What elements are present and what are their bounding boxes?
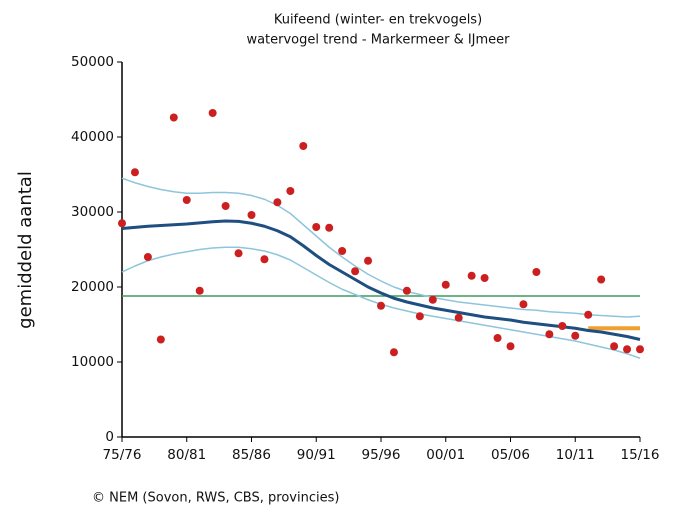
data-point bbox=[156, 335, 165, 344]
data-point bbox=[221, 202, 230, 210]
x-tick-label: 75/76 bbox=[103, 447, 142, 463]
data-point bbox=[402, 286, 411, 295]
data-point bbox=[415, 312, 424, 321]
x-tick-label: 00/01 bbox=[426, 447, 465, 463]
y-tick-label: 0 bbox=[105, 429, 114, 445]
data-point bbox=[338, 247, 347, 255]
data-point bbox=[623, 345, 632, 354]
trend-line bbox=[121, 177, 641, 318]
x-tick-label: 05/06 bbox=[491, 447, 530, 463]
y-tick-label: 30000 bbox=[71, 204, 114, 220]
data-point bbox=[571, 331, 580, 340]
data-point bbox=[480, 274, 489, 282]
y-tick-label: 20000 bbox=[71, 279, 114, 295]
y-tick-label: 10000 bbox=[71, 354, 114, 370]
data-point bbox=[286, 187, 295, 195]
trend-line bbox=[121, 219, 641, 341]
data-point bbox=[467, 271, 476, 280]
data-point bbox=[454, 313, 463, 322]
data-point bbox=[519, 300, 528, 309]
data-point bbox=[247, 211, 256, 219]
data-point bbox=[182, 196, 191, 204]
data-point bbox=[636, 345, 644, 354]
data-point bbox=[234, 249, 243, 258]
data-point bbox=[610, 342, 619, 351]
data-point bbox=[130, 168, 139, 177]
x-tick-label: 95/96 bbox=[362, 447, 401, 463]
x-tick-label: 80/81 bbox=[167, 447, 206, 463]
data-point bbox=[195, 286, 204, 295]
data-point bbox=[273, 198, 282, 207]
data-point bbox=[506, 342, 515, 351]
data-point bbox=[208, 109, 217, 117]
y-tick-label: 40000 bbox=[71, 129, 114, 145]
x-tick-label: 15/16 bbox=[621, 447, 660, 463]
data-point bbox=[377, 301, 385, 310]
data-point bbox=[428, 295, 437, 304]
y-tick-label: 50000 bbox=[71, 54, 114, 70]
source-note: © NEM (Sovon, RWS, CBS, provincies) bbox=[92, 491, 339, 506]
data-point bbox=[143, 253, 152, 261]
x-tick-label: 10/11 bbox=[556, 447, 595, 463]
chart-title: Kuifeend (winter- en trekvogels) bbox=[274, 13, 482, 28]
data-point bbox=[597, 275, 606, 284]
data-point bbox=[545, 330, 554, 339]
data-point bbox=[532, 268, 541, 276]
data-point bbox=[364, 256, 373, 265]
data-point bbox=[351, 267, 360, 276]
data-point bbox=[558, 322, 567, 330]
x-tick-label: 90/91 bbox=[297, 447, 336, 463]
data-point bbox=[169, 113, 178, 122]
data-point bbox=[389, 348, 398, 357]
data-point bbox=[312, 223, 321, 231]
chart-subtitle: watervogel trend - Markermeer & IJmeer bbox=[246, 33, 510, 48]
data-point bbox=[325, 223, 334, 232]
data-point bbox=[260, 255, 269, 264]
data-point bbox=[493, 334, 502, 342]
data-point bbox=[584, 310, 593, 319]
data-point bbox=[118, 219, 126, 228]
data-point bbox=[441, 280, 450, 289]
x-tick-label: 85/86 bbox=[232, 447, 271, 463]
data-point bbox=[299, 142, 308, 150]
y-axis-label: gemiddeld aantal bbox=[15, 171, 36, 329]
